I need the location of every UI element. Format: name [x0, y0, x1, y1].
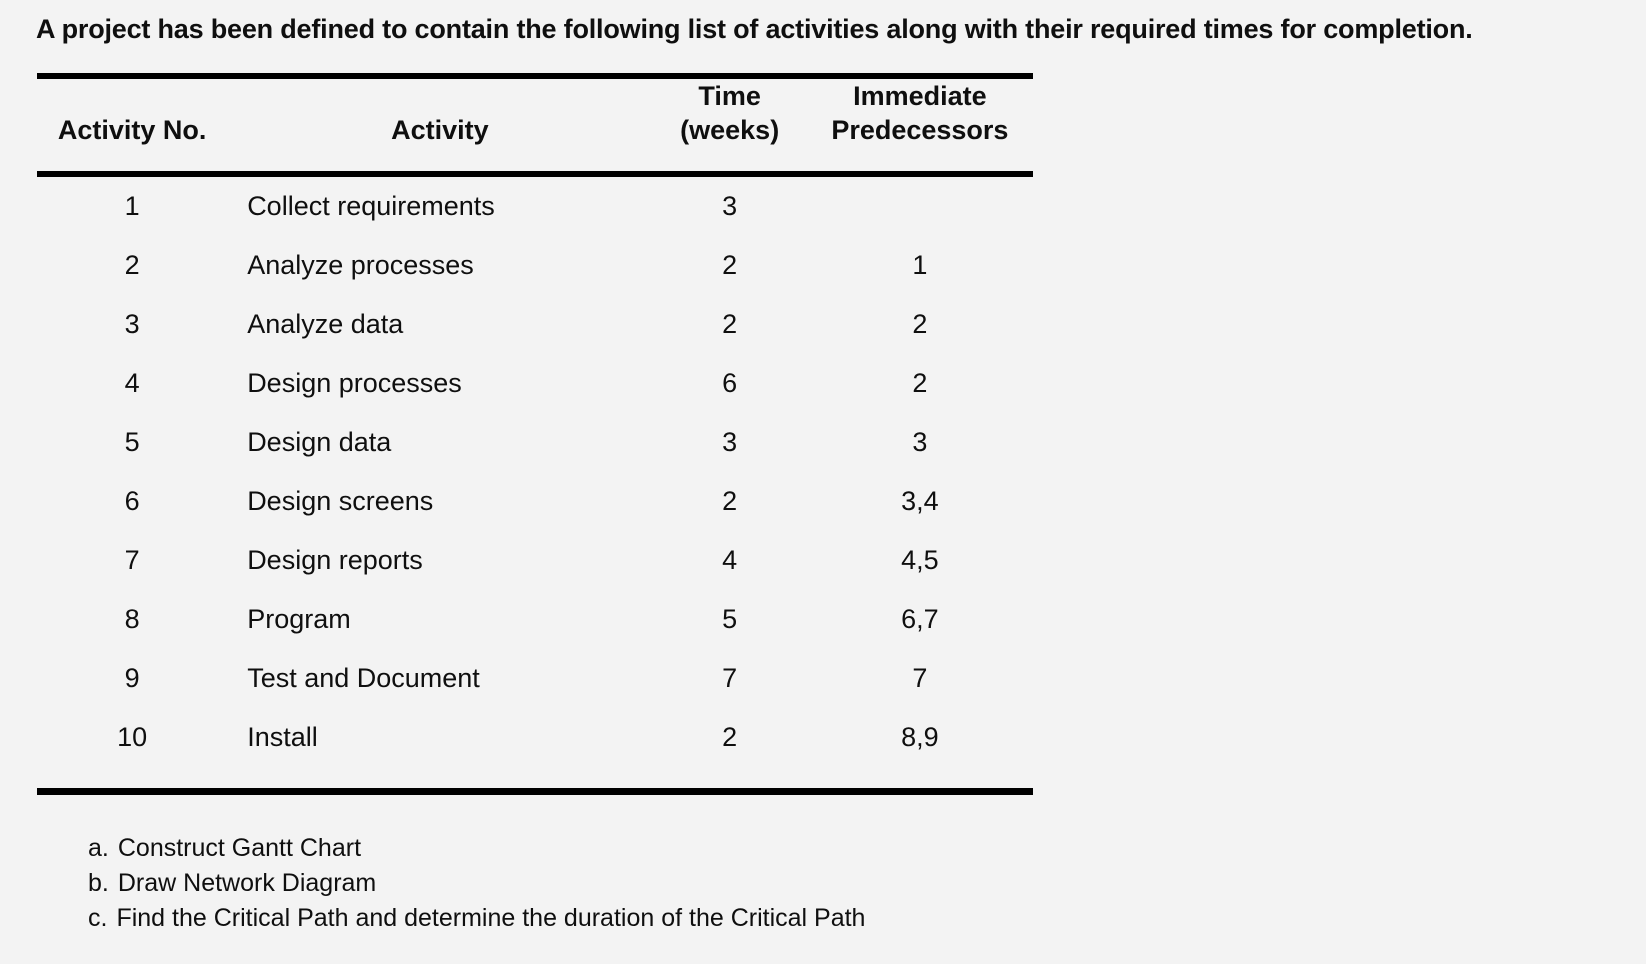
table-row: 4 Design processes 6 2 [37, 354, 1033, 413]
task-label: a. [88, 834, 109, 862]
activity-table: Activity No. Activity Time (weeks) Immed… [37, 73, 1033, 795]
table-row: 5 Design data 3 3 [37, 413, 1033, 472]
cell-activity: Design reports [247, 545, 423, 575]
col-header-predecessors-line2: Predecessors [831, 115, 1009, 145]
cell-predecessors: 6,7 [901, 604, 939, 634]
task-text: Find the Critical Path and determine the… [116, 904, 866, 932]
cell-activity: Analyze processes [247, 250, 474, 280]
table-row: 6 Design screens 2 3,4 [37, 472, 1033, 531]
activity-table-body: 1 Collect requirements 3 2 Analyze proce… [37, 174, 1033, 792]
cell-activity: Design screens [247, 486, 434, 516]
cell-activity-no: 7 [124, 545, 140, 575]
cell-activity: Design processes [247, 368, 462, 398]
task-list: a. Construct Gantt Chart b. Draw Network D… [88, 831, 1646, 936]
cell-predecessors [807, 174, 1033, 236]
task-label: c. [88, 904, 108, 932]
cell-time: 3 [722, 191, 738, 221]
cell-activity-no: 9 [124, 663, 140, 693]
cell-activity-no: 10 [117, 722, 148, 752]
cell-time: 4 [722, 545, 738, 575]
cell-predecessors: 4,5 [901, 545, 939, 575]
cell-activity-no: 1 [124, 191, 140, 221]
cell-time: 2 [722, 722, 738, 752]
cell-activity-no: 6 [124, 486, 140, 516]
task-item-a: a. Construct Gantt Chart [88, 831, 1646, 866]
header-row: Activity No. Activity Time (weeks) Immed… [37, 76, 1033, 174]
col-header-activity-no: Activity No. [37, 76, 227, 174]
cell-activity-no: 3 [124, 309, 140, 339]
cell-activity: Install [247, 722, 318, 752]
cell-predecessors: 3 [912, 427, 928, 457]
table-row: 9 Test and Document 7 7 [37, 649, 1033, 708]
table-row: 7 Design reports 4 4,5 [37, 531, 1033, 590]
col-header-activity: Activity [227, 76, 652, 174]
cell-predecessors: 2 [912, 309, 928, 339]
cell-activity: Analyze data [247, 309, 404, 339]
col-header-time: Time (weeks) [653, 76, 807, 174]
col-header-time-line1: Time [698, 81, 761, 111]
col-header-activity-label: Activity [391, 115, 489, 145]
cell-time: 7 [722, 663, 738, 693]
cell-predecessors: 7 [912, 663, 928, 693]
cell-activity: Design data [247, 427, 392, 457]
col-header-time-line2: (weeks) [680, 115, 780, 145]
page-title: A project has been defined to contain th… [36, 14, 1473, 44]
task-label: b. [88, 869, 109, 897]
cell-time: 2 [722, 250, 738, 280]
col-header-activity-no-label: Activity No. [57, 115, 207, 145]
task-text: Construct Gantt Chart [117, 834, 362, 862]
table-row: 2 Analyze processes 2 1 [37, 236, 1033, 295]
cell-activity-no: 4 [124, 368, 140, 398]
cell-activity-no: 2 [124, 250, 140, 280]
cell-predecessors: 2 [912, 368, 928, 398]
cell-time: 3 [722, 427, 738, 457]
cell-activity-no: 8 [124, 604, 140, 634]
activity-table-header: Activity No. Activity Time (weeks) Immed… [37, 76, 1033, 174]
cell-predecessors: 3,4 [901, 486, 939, 516]
cell-activity: Collect requirements [247, 191, 495, 221]
cell-activity-no: 5 [124, 427, 140, 457]
task-item-b: b. Draw Network Diagram [88, 866, 1646, 901]
cell-predecessors: 1 [912, 250, 928, 280]
task-item-c: c. Find the Critical Path and determine t… [88, 901, 1646, 936]
table-row: 3 Analyze data 2 2 [37, 295, 1033, 354]
col-header-predecessors: Immediate Predecessors [807, 76, 1033, 174]
cell-time: 2 [722, 309, 738, 339]
cell-time: 5 [722, 604, 738, 634]
cell-time: 6 [722, 368, 738, 398]
cell-activity: Test and Document [247, 663, 480, 693]
table-row: 1 Collect requirements 3 [37, 174, 1033, 236]
table-row: 10 Install 2 8,9 [37, 708, 1033, 792]
table-row: 8 Program 5 6,7 [37, 590, 1033, 649]
cell-predecessors: 8,9 [901, 722, 939, 752]
task-text: Draw Network Diagram [117, 869, 377, 897]
col-header-predecessors-line1: Immediate [853, 81, 987, 111]
cell-time: 2 [722, 486, 738, 516]
cell-activity: Program [247, 604, 351, 634]
